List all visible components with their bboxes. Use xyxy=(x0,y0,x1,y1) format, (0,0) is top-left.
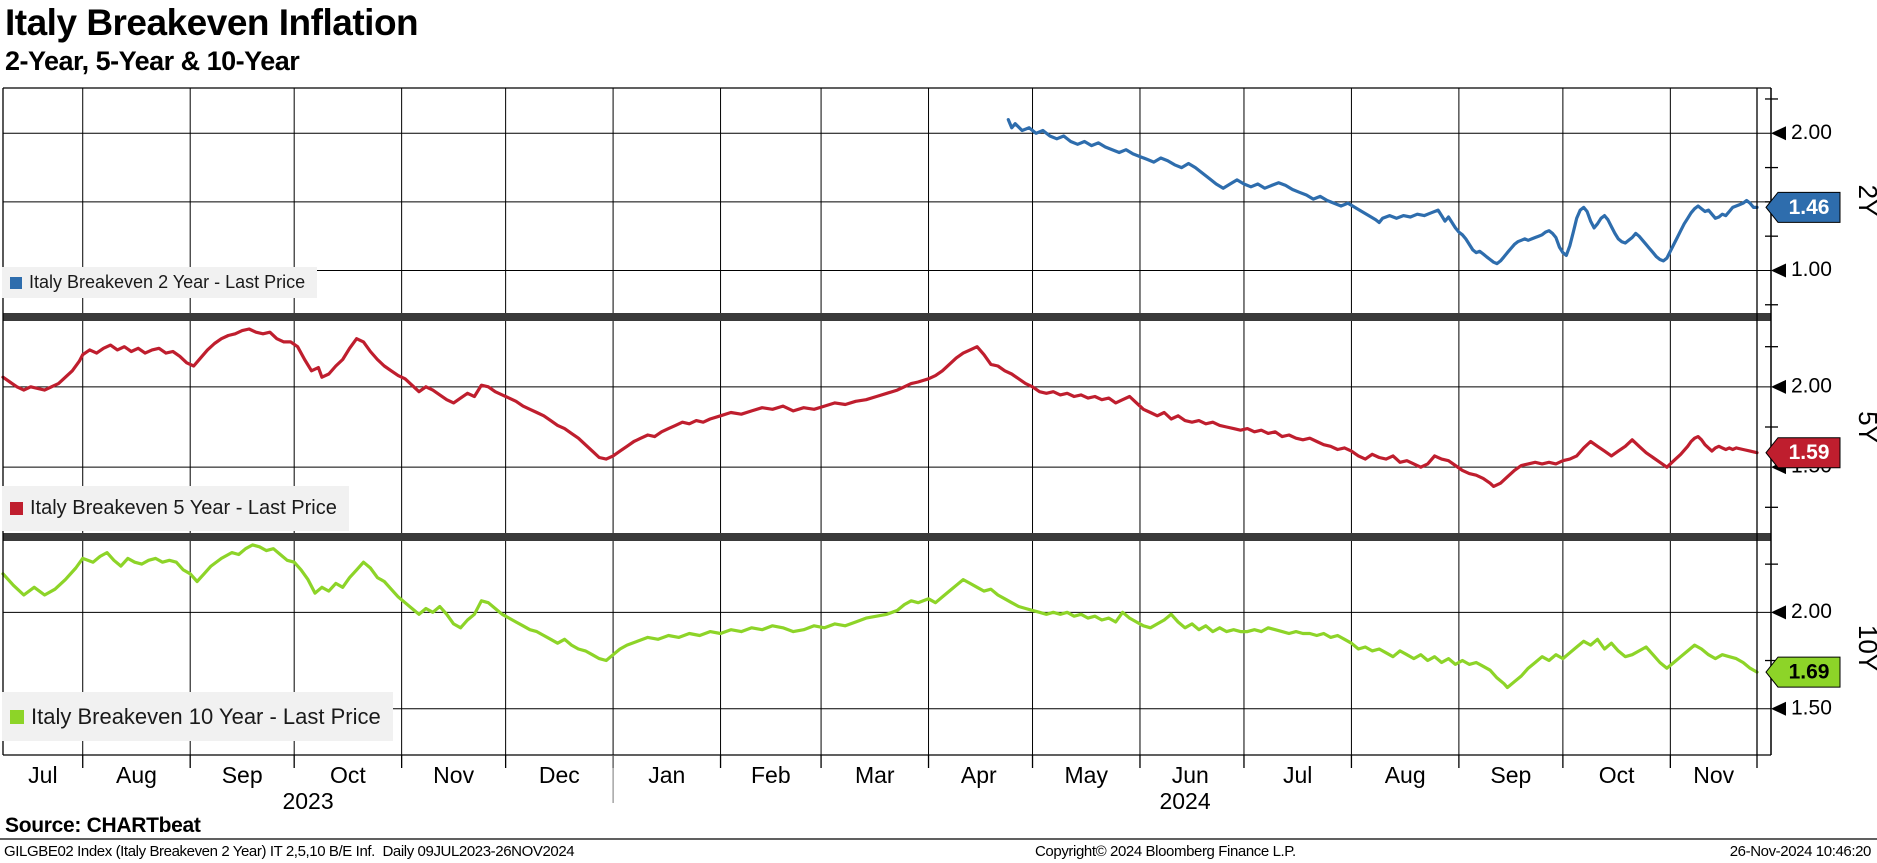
legend-marker-10y-icon xyxy=(10,709,24,724)
legend-marker-5y-icon xyxy=(10,502,23,515)
panel-separator xyxy=(3,313,1771,321)
last-price-value-2y: 1.46 xyxy=(1789,196,1830,219)
x-axis-year-label: 2024 xyxy=(1159,788,1210,814)
panel-tag-5y: 5Y xyxy=(1853,411,1877,443)
y-axis-label: 1.00 xyxy=(1791,258,1832,281)
series-line-2y xyxy=(1006,118,1759,266)
x-axis-month-label: Nov xyxy=(1693,762,1734,788)
legend-10y-label: Italy Breakeven 10 Year - Last Price xyxy=(31,703,381,729)
series-line-10y xyxy=(1,543,1759,690)
source-label: Source: CHARTbeat xyxy=(5,814,201,837)
last-price-badge-2y[interactable] xyxy=(1765,191,1841,223)
page-subtitle: 2-Year, 5-Year & 10-Year xyxy=(5,46,300,76)
x-axis-month-label: Jun xyxy=(1172,762,1209,788)
x-axis-month-label: Feb xyxy=(751,762,791,788)
x-axis-month-label: Oct xyxy=(1599,762,1635,788)
timestamp: 26-Nov-2024 10:46:20 xyxy=(1729,843,1872,860)
series-line-5y xyxy=(1,327,1759,488)
legend-2y-label: Italy Breakeven 2 Year - Last Price xyxy=(29,272,306,292)
copyright-notice: Copyright© 2024 Bloomberg Finance L.P. xyxy=(1035,843,1296,860)
x-axis-month-label: Jan xyxy=(648,762,685,788)
axis-arrow-icon xyxy=(1771,701,1786,716)
y-axis-label: 2.00 xyxy=(1791,374,1832,397)
y-axis-label: 2.00 xyxy=(1791,121,1832,144)
x-axis-month-label: Nov xyxy=(433,762,474,788)
x-axis-month-label: Sep xyxy=(1490,762,1531,788)
legend-5y[interactable]: Italy Breakeven 5 Year - Last Price xyxy=(2,486,349,531)
panel-tag-2y: 2Y xyxy=(1853,185,1877,217)
x-axis-month-label: Jul xyxy=(1283,762,1312,788)
legend-5y-label: Italy Breakeven 5 Year - Last Price xyxy=(30,497,337,519)
x-axis-month-label: Aug xyxy=(116,762,157,788)
x-axis-month-label: Mar xyxy=(855,762,895,788)
legend-marker-2y-icon xyxy=(10,276,22,289)
axis-arrow-icon xyxy=(1771,263,1786,278)
axis-arrow-icon xyxy=(1771,126,1786,141)
last-price-value-10y: 1.69 xyxy=(1789,661,1830,684)
legend-2y[interactable]: Italy Breakeven 2 Year - Last Price xyxy=(2,267,318,298)
legend-10y[interactable]: Italy Breakeven 10 Year - Last Price xyxy=(2,692,393,741)
x-axis-month-label: Sep xyxy=(222,762,263,788)
panel-separator xyxy=(3,533,1771,541)
last-price-badge-5y[interactable] xyxy=(1765,437,1841,469)
x-axis-month-label: Dec xyxy=(539,762,580,788)
panel-tag-10y: 10Y xyxy=(1853,625,1877,671)
y-axis-label: 2.00 xyxy=(1791,600,1832,623)
x-axis-month-label: Oct xyxy=(330,762,366,788)
last-price-badge-10y[interactable] xyxy=(1765,656,1841,688)
last-price-value-5y: 1.59 xyxy=(1789,441,1830,464)
axis-arrow-icon xyxy=(1771,379,1786,394)
x-axis-month-label: May xyxy=(1065,762,1109,788)
page-title: Italy Breakeven Inflation xyxy=(5,2,419,43)
security-description: GILGBE02 Index (Italy Breakeven 2 Year) … xyxy=(4,843,575,860)
y-axis-label: 1.50 xyxy=(1791,696,1832,719)
x-axis-month-label: Aug xyxy=(1385,762,1426,788)
x-axis-month-label: Jul xyxy=(28,762,57,788)
x-axis-year-label: 2023 xyxy=(282,788,333,814)
x-axis-month-label: Apr xyxy=(961,762,997,788)
axis-arrow-icon xyxy=(1771,605,1786,620)
